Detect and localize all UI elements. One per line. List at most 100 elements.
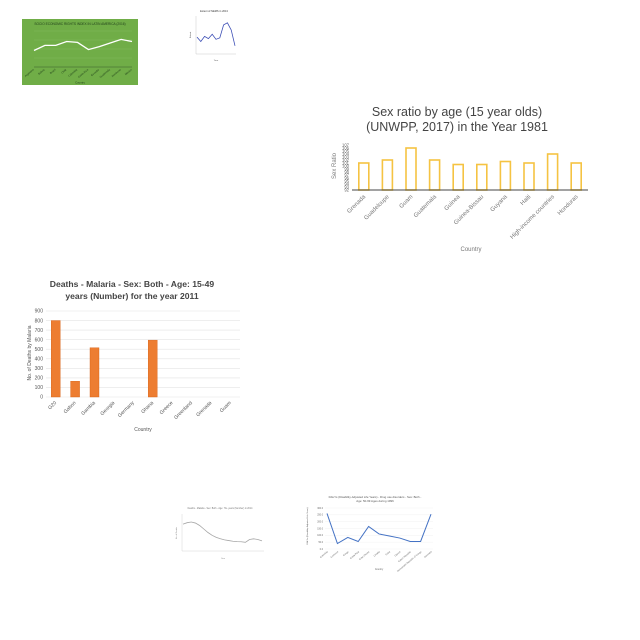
malaria-y-axis-label: No. of Deaths by Malaria (27, 325, 33, 380)
gray-series-line (182, 521, 263, 543)
malaria-x-tick-label: Ghana (140, 400, 155, 415)
malaria-x-tick-label: Gambia (80, 400, 97, 417)
sex-ratio-y-tick-label: 104 (342, 152, 350, 157)
sex-ratio-x-tick-label: High-income countries (510, 194, 556, 240)
malaria-title-line-1: Deaths - Malaria - Sex: Both - Age: 15-4… (50, 279, 215, 289)
green-line-chart: SOCIO ECONOMIC RIGHTS INDEX IN LATIN AME… (22, 19, 138, 85)
malaria-x-tick-label: Greece (159, 400, 175, 416)
malaria-y-tick-label: 800 (35, 318, 44, 324)
daly-y-tick-label: 50.0 (319, 542, 324, 544)
daly-y-tick-label: 0.0 (320, 549, 324, 551)
sex-ratio-bar (405, 147, 417, 191)
daly-x-tick-label: Comoros (330, 550, 340, 559)
sex-ratio-bar (523, 162, 535, 191)
green-x-tick-label: Bolivia (37, 67, 46, 75)
daly-x-tick-label: Croatia (373, 550, 381, 558)
green-x-tick-label: Honduras (111, 67, 123, 78)
green-chart-title: SOCIO ECONOMIC RIGHTS INDEX IN LATIN AME… (34, 22, 125, 26)
green-x-tick-label: Chile (60, 67, 68, 74)
sex-ratio-y-tick-label: 100 (342, 164, 350, 169)
sex-ratio-x-tick-label: Honduras (557, 194, 580, 217)
sex-ratio-x-tick-label: Guinea (444, 194, 462, 212)
malaria-x-tick-label: Grenada (195, 400, 213, 418)
sex-ratio-x-tick-label: Guatemala (413, 194, 438, 219)
gray-chart-y-axis-label: No. of Deaths (175, 527, 178, 539)
sex-ratio-bar (499, 160, 512, 191)
daly-series-line (326, 513, 432, 545)
sex-ratio-y-tick-label: 94 (344, 182, 349, 187)
malaria-x-tick-label: Germany (117, 400, 136, 419)
daly-x-tick-label: Costa Rica (349, 550, 360, 560)
malaria-bar (147, 339, 158, 398)
gray-line-chart: Deaths - Malaria - Sex: Both - Age: 70+ … (175, 507, 264, 560)
malaria-chart: Deaths - Malaria - Sex: Both - Age: 15-4… (27, 279, 240, 433)
sex-ratio-y-tick-label: 102 (342, 158, 350, 163)
sex-ratio-x-tick-label: Guadeloupe (363, 194, 391, 222)
malaria-bar (51, 320, 61, 398)
malaria-title-line-2: years (Number) for the year 2011 (65, 291, 198, 301)
malaria-y-tick-label: 700 (35, 328, 44, 334)
green-x-tick-label: Brazil (49, 67, 57, 75)
green-x-tick-label: Costa Rica (77, 67, 90, 79)
sex-ratio-title-line-1: Sex ratio by age (15 year olds) (372, 105, 542, 119)
sex-ratio-y-tick-label: 92 (344, 188, 349, 193)
malaria-bar (70, 381, 80, 398)
sex-ratio-bar (570, 162, 582, 191)
malaria-x-tick-label: Gabon (63, 400, 78, 415)
small-line-chart: Extent of NEMS in 2013 Extent Year (189, 9, 236, 62)
green-x-tick-label: Mexico (124, 67, 133, 76)
sex-ratio-title-line-2: (UNWPP, 2017) in the Year 1981 (366, 120, 548, 134)
sex-ratio-y-tick-label: 98 (344, 170, 349, 175)
malaria-y-tick-label: 0 (40, 395, 43, 401)
sex-ratio-y-tick-label: 101 (342, 161, 350, 166)
malaria-x-axis-label: Country (134, 427, 152, 433)
malaria-y-tick-label: 300 (35, 366, 44, 372)
sex-ratio-x-tick-label: Haiti (520, 194, 533, 207)
small-chart-title: Extent of NEMS in 2013 (200, 9, 228, 13)
daly-x-axis-label: Country (375, 568, 384, 571)
malaria-x-tick-label: Georgia (99, 400, 116, 417)
green-series-line (33, 38, 133, 52)
sex-ratio-y-tick-label: 99 (344, 167, 349, 172)
sex-ratio-y-tick-label: 97 (344, 173, 349, 178)
sex-ratio-y-tick-label: 107 (342, 143, 350, 148)
green-chart-background (22, 19, 138, 85)
daly-y-axis-label: DALYs (Disability-Adjusted Life Years) (306, 507, 309, 544)
sex-ratio-x-tick-label: Grenada (346, 194, 367, 215)
sex-ratio-y-tick-label: 105 (342, 149, 350, 154)
daly-chart: DALYs (Disability-Adjusted Life Years) -… (306, 495, 434, 573)
daly-title-line-2: Age: 50-69 Ages during 1996 (356, 499, 394, 503)
sex-ratio-bar (381, 159, 394, 191)
small-chart-y-axis-label: Extent (189, 32, 192, 39)
malaria-y-tick-label: 500 (35, 347, 44, 353)
malaria-x-tick-label: Greenland (173, 400, 194, 421)
daly-y-tick-label: 250.0 (317, 515, 323, 517)
daly-y-tick-label: 150.0 (317, 528, 323, 530)
daly-x-tick-label: Colombia (320, 551, 329, 559)
malaria-y-tick-label: 600 (35, 337, 44, 343)
malaria-x-tick-label: G20 (47, 400, 58, 411)
green-x-tick-label: Guatemala (99, 67, 112, 79)
green-x-tick-label: Argentina (24, 67, 36, 78)
daly-x-tick-label: Denmark (424, 550, 434, 559)
sex-ratio-y-axis-label: Sex Ratio (332, 152, 338, 179)
sex-ratio-bar (428, 159, 441, 191)
sex-ratio-bar (357, 162, 370, 191)
sex-ratio-x-tick-label: Guyana (490, 194, 510, 214)
sex-ratio-x-tick-label: Guam (399, 194, 415, 210)
daly-y-tick-label: 300.0 (317, 508, 323, 510)
green-x-tick-label: Colombia (67, 67, 78, 77)
sex-ratio-chart: Sex ratio by age (15 year olds) (UNWPP, … (332, 105, 588, 253)
sex-ratio-y-tick-label: 96 (344, 176, 349, 181)
daly-title-line-1: DALYs (Disability-Adjusted Life Years) -… (329, 495, 422, 499)
sex-ratio-bar (546, 153, 559, 191)
gray-chart-x-axis-label: Year (221, 558, 225, 560)
daly-x-tick-label: Congo (343, 551, 350, 557)
malaria-y-tick-label: 200 (35, 376, 44, 382)
malaria-y-tick-label: 100 (35, 385, 44, 391)
malaria-y-tick-label: 900 (35, 309, 44, 315)
daly-y-tick-label: 200.0 (317, 521, 323, 523)
green-x-tick-label: Ecuador (90, 68, 100, 77)
gray-chart-title: Deaths - Malaria - Sex: Both - Age: 70+ … (188, 507, 254, 510)
sex-ratio-y-tick-label: 93 (344, 185, 349, 190)
